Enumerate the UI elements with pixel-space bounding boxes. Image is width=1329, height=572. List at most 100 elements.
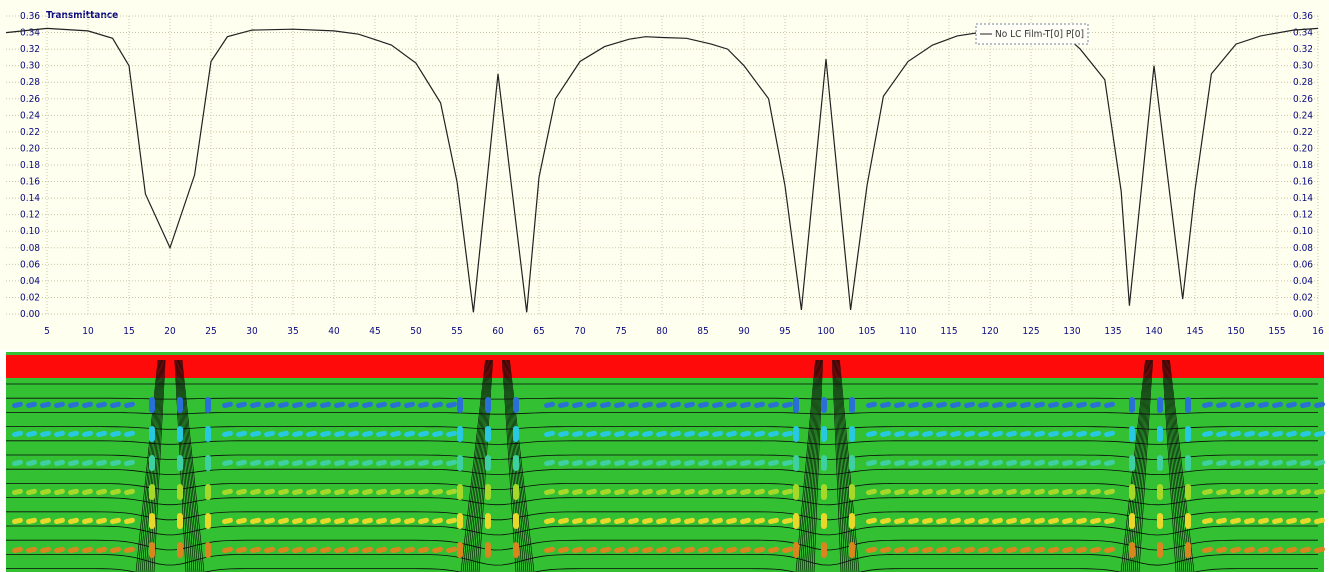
y-tick-label-right: 0.16	[1293, 177, 1313, 188]
director	[849, 397, 855, 413]
director	[821, 484, 827, 500]
electrode	[6, 355, 1324, 378]
director	[1185, 397, 1191, 413]
y-tick-label: 0.14	[20, 193, 40, 204]
x-tick-label: 110	[899, 326, 916, 337]
y-tick-label: 0.16	[20, 177, 40, 188]
x-tick-label: 35	[287, 326, 298, 337]
director	[1129, 397, 1135, 413]
director	[1129, 455, 1135, 471]
y-tick-label-right: 0.24	[1293, 110, 1313, 121]
y-tick-label-right: 0.36	[1293, 11, 1313, 22]
x-tick-label: 140	[1145, 326, 1162, 337]
x-tick-label: 135	[1104, 326, 1121, 337]
director	[1129, 426, 1135, 442]
director	[1129, 513, 1135, 529]
lc-director-view	[6, 352, 1325, 572]
director	[177, 426, 183, 442]
director	[513, 513, 519, 529]
x-tick-label: 100	[817, 326, 834, 337]
x-tick-label: 65	[533, 326, 544, 337]
director	[457, 513, 463, 529]
y-tick-label-right: 0.08	[1293, 243, 1313, 254]
legend-label: No LC Film-T[0] P[0]	[995, 29, 1084, 40]
x-tick-label: 45	[369, 326, 380, 337]
director	[177, 397, 183, 413]
director	[793, 542, 799, 558]
director	[457, 542, 463, 558]
y-tick-label: 0.32	[20, 44, 40, 55]
director	[821, 542, 827, 558]
director	[1185, 542, 1191, 558]
director	[485, 426, 491, 442]
director	[1157, 513, 1163, 529]
director	[1185, 484, 1191, 500]
director	[513, 484, 519, 500]
director	[457, 455, 463, 471]
director	[1157, 455, 1163, 471]
director	[821, 455, 827, 471]
y-tick-label: 0.04	[20, 276, 40, 287]
y-tick-label-right: 0.10	[1293, 226, 1313, 237]
director	[149, 484, 155, 500]
y-tick-label: 0.02	[20, 292, 40, 303]
director	[1157, 397, 1163, 413]
director	[177, 513, 183, 529]
director	[205, 484, 211, 500]
director	[149, 513, 155, 529]
y-tick-label: 0.18	[20, 160, 40, 171]
director	[205, 513, 211, 529]
y-tick-label: 0.22	[20, 127, 40, 138]
director	[849, 542, 855, 558]
y-tick-label: 0.28	[20, 77, 40, 88]
y-tick-label-right: 0.12	[1293, 210, 1313, 221]
director	[149, 426, 155, 442]
director	[1129, 542, 1135, 558]
y-tick-label: 0.26	[20, 94, 40, 105]
director	[149, 455, 155, 471]
director	[177, 542, 183, 558]
y-tick-label-right: 0.06	[1293, 259, 1313, 270]
screen: Transmittance 0.000.000.020.020.040.040.…	[0, 0, 1329, 572]
y-tick-label-right: 0.30	[1293, 61, 1313, 72]
director	[149, 542, 155, 558]
y-tick-label: 0.30	[20, 61, 40, 72]
director	[1157, 484, 1163, 500]
director	[485, 397, 491, 413]
x-tick-label: 70	[574, 326, 586, 337]
x-tick-label: 25	[205, 326, 216, 337]
y-tick-label: 0.20	[20, 143, 40, 154]
director	[457, 426, 463, 442]
director	[177, 484, 183, 500]
x-tick-label: 125	[1022, 326, 1039, 337]
x-tick-label: 5	[44, 326, 50, 337]
y-tick-label-right: 0.32	[1293, 44, 1313, 55]
x-tick-label: 16	[1312, 326, 1324, 337]
director	[1157, 542, 1163, 558]
director	[205, 426, 211, 442]
director	[485, 484, 491, 500]
x-tick-label: 150	[1227, 326, 1244, 337]
director	[205, 397, 211, 413]
x-tick-label: 50	[410, 326, 422, 337]
x-tick-label: 115	[940, 326, 957, 337]
y-tick-label-right: 0.22	[1293, 127, 1313, 138]
x-tick-label: 80	[656, 326, 668, 337]
director	[485, 542, 491, 558]
y-tick-label-right: 0.28	[1293, 77, 1313, 88]
director	[1185, 513, 1191, 529]
x-tick-label: 95	[779, 326, 790, 337]
director	[793, 484, 799, 500]
y-tick-label-right: 0.18	[1293, 160, 1313, 171]
director	[1185, 455, 1191, 471]
x-tick-label: 90	[738, 326, 750, 337]
y-tick-label-right: 0.26	[1293, 94, 1313, 105]
director	[821, 397, 827, 413]
x-tick-label: 60	[492, 326, 504, 337]
x-tick-label: 120	[981, 326, 998, 337]
x-tick-label: 55	[451, 326, 462, 337]
x-tick-label: 75	[615, 326, 626, 337]
director	[849, 455, 855, 471]
director	[1129, 484, 1135, 500]
x-tick-label: 85	[697, 326, 708, 337]
